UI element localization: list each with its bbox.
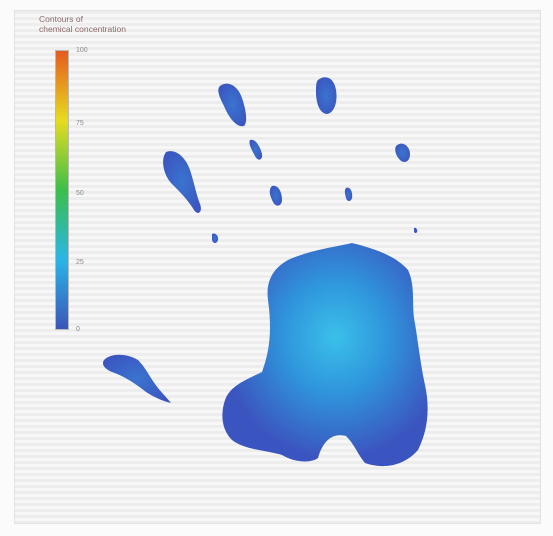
colorbar-tick-50: 50 xyxy=(76,190,84,197)
finger-blob-3 xyxy=(163,151,201,213)
legend-title-line-2: chemical concentration xyxy=(39,24,126,34)
thumb-blob xyxy=(102,354,171,403)
palm-blob xyxy=(222,243,428,467)
finger-blob-6 xyxy=(269,185,282,206)
finger-blob-1 xyxy=(218,83,247,127)
colorbar-tick-100: 100 xyxy=(76,47,88,54)
colorbar-tick-25: 25 xyxy=(76,259,84,266)
finger-blob-8 xyxy=(212,233,219,243)
legend-title-line-1: Contours of xyxy=(39,14,83,24)
legend-title: Contours of chemical concentration xyxy=(39,14,239,34)
finger-blob-5 xyxy=(249,139,263,160)
finger-blob-2 xyxy=(316,77,337,114)
colorbar-tick-75: 75 xyxy=(76,120,84,127)
finger-blob-9 xyxy=(414,227,418,234)
colorbar-tick-0: 0 xyxy=(76,326,80,333)
colorbar xyxy=(55,50,69,330)
finger-blob-4 xyxy=(395,143,410,162)
finger-blob-7 xyxy=(344,187,353,201)
